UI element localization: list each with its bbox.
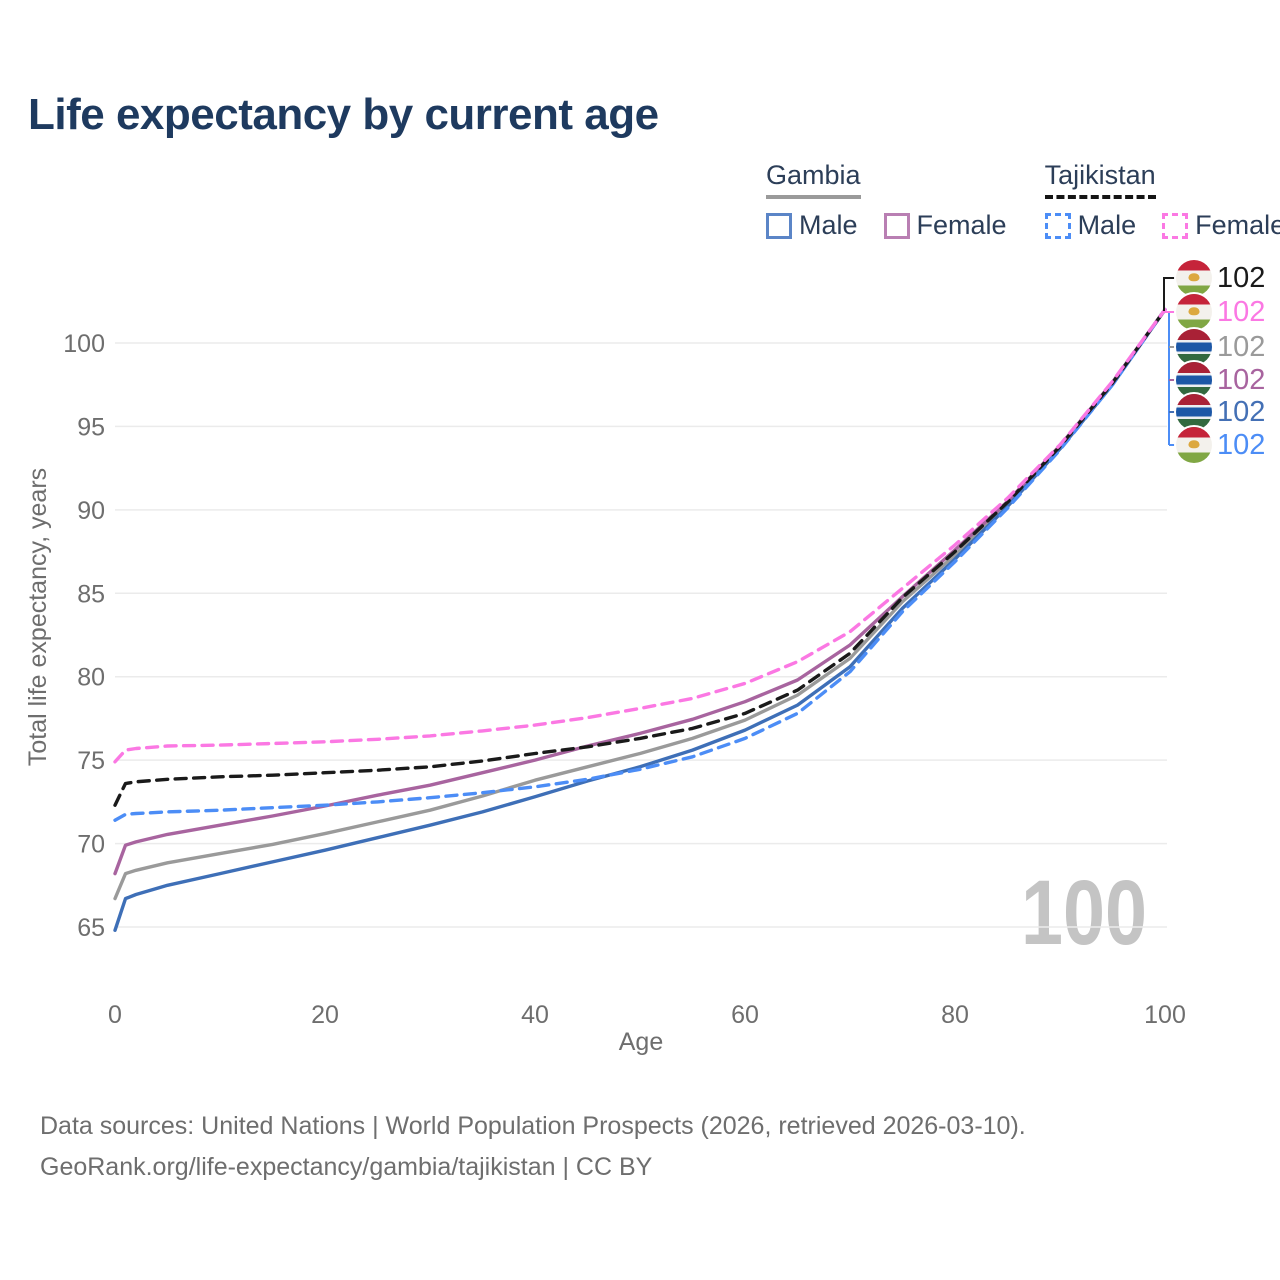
legend-item-gambia-male[interactable]: Male bbox=[766, 210, 858, 241]
y-tick-label: 95 bbox=[77, 413, 105, 441]
y-tick-label: 70 bbox=[77, 831, 105, 859]
end-label-value: 102 bbox=[1217, 428, 1266, 461]
gridlines bbox=[115, 342, 1167, 928]
series-line-tjk_male bbox=[113, 307, 1167, 822]
y-tick-label: 90 bbox=[77, 497, 105, 525]
x-tick-label: 20 bbox=[311, 1001, 339, 1029]
legend-group-tajikistan: Tajikistan Male Female bbox=[1044, 160, 1280, 241]
end-label-tjk_male: 102 bbox=[1176, 427, 1265, 463]
gambia-flag-icon bbox=[1176, 329, 1212, 365]
series-line-gmb_female bbox=[113, 307, 1167, 876]
end-label-value: 102 bbox=[1217, 395, 1266, 428]
end-label-value: 102 bbox=[1217, 261, 1266, 294]
tajikistan-male-swatch-icon bbox=[1044, 212, 1071, 239]
end-label-gmb_female: 102 bbox=[1176, 362, 1265, 398]
legend-group-gambia: Gambia Male Female bbox=[766, 160, 1007, 241]
y-axis-title: Total life expectancy, years bbox=[24, 468, 52, 766]
legend-item-tajikistan-female[interactable]: Female bbox=[1162, 210, 1280, 241]
label-leader-lines bbox=[1163, 277, 1176, 446]
y-tick-label: 85 bbox=[77, 580, 105, 608]
gambia-flag-icon bbox=[1176, 394, 1212, 430]
legend-country-tajikistan: Tajikistan bbox=[1044, 160, 1156, 199]
leader-line bbox=[1163, 277, 1176, 311]
footer: Data sources: United Nations | World Pop… bbox=[40, 1106, 1026, 1188]
x-tick-label: 40 bbox=[521, 1001, 549, 1029]
attribution-text: GeoRank.org/life-expectancy/gambia/tajik… bbox=[40, 1153, 653, 1181]
series-lines bbox=[113, 307, 1167, 932]
y-tick-label: 100 bbox=[63, 330, 105, 358]
end-label-tjk_female: 102 bbox=[1176, 294, 1265, 330]
y-tick-label: 65 bbox=[77, 914, 105, 942]
end-label-value: 102 bbox=[1217, 363, 1266, 396]
gambia-male-swatch-icon bbox=[766, 212, 792, 239]
tajikistan-flag-icon bbox=[1176, 294, 1212, 330]
data-sources-text: Data sources: United Nations | World Pop… bbox=[40, 1112, 1026, 1140]
legend-country-gambia: Gambia bbox=[766, 160, 861, 199]
y-tick-label: 75 bbox=[77, 747, 105, 775]
tajikistan-female-swatch-icon bbox=[1162, 212, 1189, 239]
x-tick-label: 0 bbox=[108, 1001, 122, 1029]
legend-item-gambia-female[interactable]: Female bbox=[883, 210, 1007, 241]
legend: Gambia Male Female Tajikistan Male bbox=[766, 160, 1280, 241]
x-axis-title: Age bbox=[619, 1028, 663, 1056]
legend-item-tajikistan-male[interactable]: Male bbox=[1044, 210, 1137, 241]
end-label-gmb_total: 102 bbox=[1176, 329, 1265, 365]
legend-item-label: Female bbox=[916, 210, 1007, 240]
legend-item-label: Male bbox=[1077, 210, 1137, 240]
series-line-tjk_total bbox=[113, 307, 1167, 807]
tajikistan-flag-icon bbox=[1176, 427, 1212, 463]
x-tick-label: 60 bbox=[731, 1001, 759, 1029]
series-line-tjk_female bbox=[113, 307, 1167, 764]
age-counter-watermark: 100 bbox=[1021, 862, 1147, 964]
x-tick-label: 100 bbox=[1144, 1001, 1186, 1029]
legend-item-label: Female bbox=[1195, 210, 1280, 240]
end-label-tjk_total: 102 bbox=[1176, 260, 1265, 296]
gambia-female-swatch-icon bbox=[883, 212, 910, 239]
series-line-gmb_total bbox=[113, 307, 1167, 901]
page-title: Life expectancy by current age bbox=[28, 90, 659, 139]
end-label-value: 102 bbox=[1217, 295, 1266, 328]
tajikistan-flag-icon bbox=[1176, 260, 1212, 296]
y-tick-label: 80 bbox=[77, 664, 105, 692]
x-tick-label: 80 bbox=[941, 1001, 969, 1029]
axis-tick-labels: 65 70 75 80 85 90 95 100 0 20 40 60 80 100 bbox=[63, 330, 1186, 1029]
series-line-gmb_male bbox=[113, 307, 1167, 932]
end-label-gmb_male: 102 bbox=[1176, 394, 1265, 430]
gambia-flag-icon bbox=[1176, 362, 1212, 398]
legend-item-label: Male bbox=[799, 210, 858, 240]
end-label-value: 102 bbox=[1217, 330, 1266, 363]
